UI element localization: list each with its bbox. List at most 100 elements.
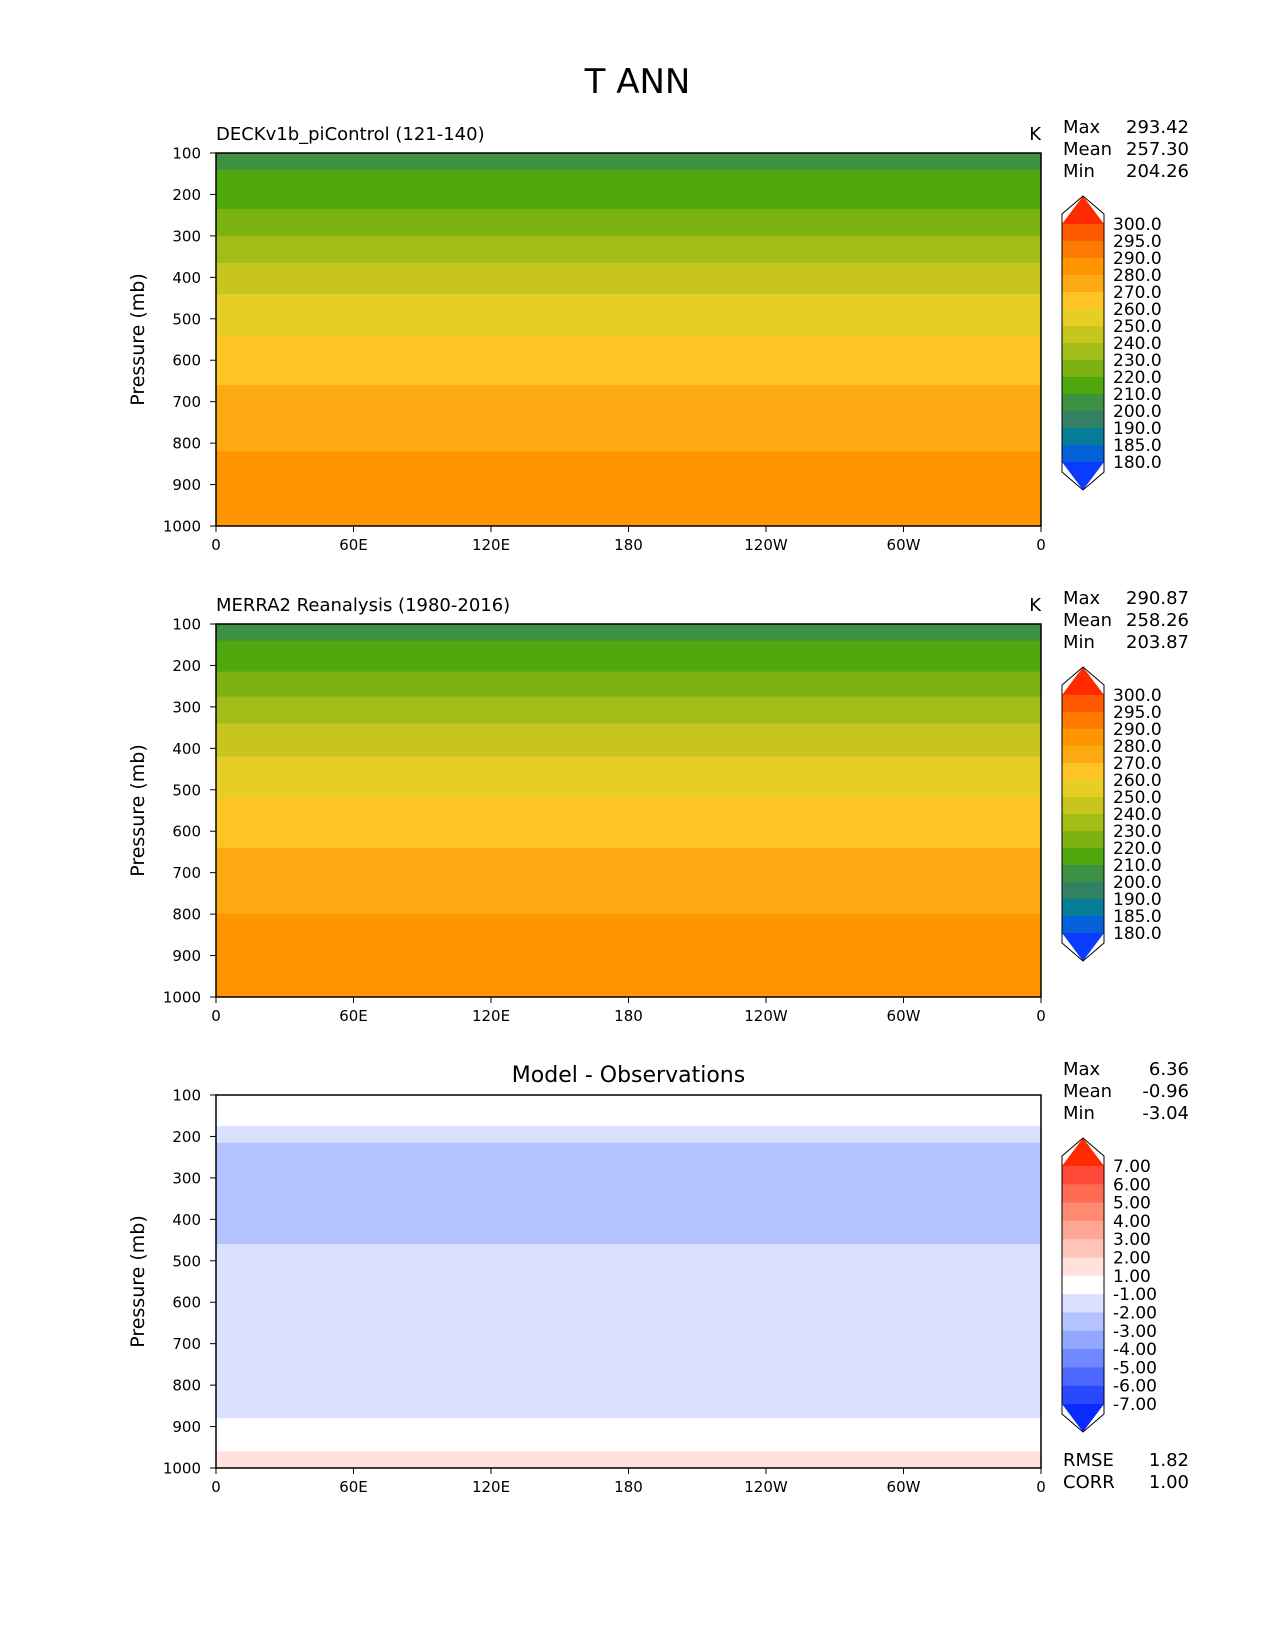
x-tick-label: 180 bbox=[614, 536, 643, 554]
colorbar-segment bbox=[1062, 916, 1104, 934]
contour-band bbox=[216, 723, 1041, 758]
y-axis-label: Pressure (mb) bbox=[127, 1215, 149, 1348]
colorbar-label: 190.0 bbox=[1113, 419, 1162, 439]
colorbar-segment bbox=[1062, 411, 1104, 429]
y-tick-label: 300 bbox=[172, 698, 201, 716]
colorbar-segment bbox=[1062, 763, 1104, 781]
stat-value: 203.87 bbox=[1126, 632, 1189, 653]
x-tick-label: 0 bbox=[1036, 536, 1046, 554]
y-tick-label: 100 bbox=[172, 145, 201, 163]
colorbar-segment bbox=[1062, 1294, 1104, 1313]
y-axis-label: Pressure (mb) bbox=[127, 744, 149, 877]
colorbar-label: 290.0 bbox=[1113, 720, 1162, 740]
x-tick-label: 0 bbox=[1036, 1478, 1046, 1496]
colorbar-extend-top bbox=[1062, 667, 1104, 695]
contour-band bbox=[216, 385, 1041, 452]
y-tick-label: 200 bbox=[172, 657, 201, 675]
colorbar-label: 210.0 bbox=[1113, 856, 1162, 876]
colorbar-segment bbox=[1062, 309, 1104, 327]
colorbar-label: 220.0 bbox=[1113, 839, 1162, 859]
y-tick-label: 800 bbox=[172, 1377, 201, 1395]
colorbar-segment bbox=[1062, 275, 1104, 293]
y-tick-label: 200 bbox=[172, 186, 201, 204]
colorbar-segment bbox=[1062, 292, 1104, 310]
colorbar-label: 200.0 bbox=[1113, 402, 1162, 422]
contour-band bbox=[216, 208, 1041, 237]
y-tick-label: 800 bbox=[172, 906, 201, 924]
x-tick-label: 0 bbox=[211, 536, 221, 554]
y-tick-label: 300 bbox=[172, 1169, 201, 1187]
contour-band bbox=[216, 1142, 1041, 1245]
colorbar-extend-top bbox=[1062, 196, 1104, 224]
x-tick-label: 60E bbox=[339, 1478, 368, 1496]
y-tick-label: 900 bbox=[172, 476, 201, 494]
x-tick-label: 60W bbox=[887, 1007, 921, 1025]
contour-band bbox=[216, 1126, 1041, 1144]
colorbar-label: -3.00 bbox=[1113, 1322, 1157, 1342]
y-tick-label: 800 bbox=[172, 435, 201, 453]
y-tick-label: 400 bbox=[172, 740, 201, 758]
colorbar-label: 1.00 bbox=[1113, 1267, 1151, 1287]
colorbar-label: 295.0 bbox=[1113, 703, 1162, 723]
colorbar-segment bbox=[1062, 865, 1104, 883]
y-tick-label: 100 bbox=[172, 1087, 201, 1105]
stat-value: 290.87 bbox=[1126, 588, 1189, 609]
colorbar-label: 240.0 bbox=[1113, 334, 1162, 354]
y-tick-label: 1000 bbox=[163, 989, 201, 1007]
contour-band bbox=[216, 169, 1041, 210]
x-tick-label: 120W bbox=[744, 1478, 788, 1496]
stat-label: RMSE bbox=[1063, 1450, 1114, 1471]
colorbar-label: 300.0 bbox=[1113, 215, 1162, 235]
colorbar-segment bbox=[1062, 882, 1104, 900]
colorbar-segment bbox=[1062, 1166, 1104, 1185]
x-tick-label: 60E bbox=[339, 1007, 368, 1025]
stat-label: Min bbox=[1063, 1103, 1095, 1124]
y-tick-label: 400 bbox=[172, 269, 201, 287]
colorbar-segment bbox=[1062, 729, 1104, 747]
colorbar-label: 185.0 bbox=[1113, 436, 1162, 456]
colorbar-segment bbox=[1062, 1349, 1104, 1368]
stat-value: 293.42 bbox=[1126, 117, 1189, 138]
x-tick-label: 0 bbox=[1036, 1007, 1046, 1025]
contour-band bbox=[216, 451, 1041, 527]
colorbar-label: -6.00 bbox=[1113, 1377, 1157, 1397]
colorbar-label: 210.0 bbox=[1113, 385, 1162, 405]
colorbar-extend-top bbox=[1062, 1138, 1104, 1166]
contour-band bbox=[216, 696, 1041, 724]
colorbar-segment bbox=[1062, 1330, 1104, 1350]
contour-band bbox=[216, 914, 1041, 998]
colorbar-label: 280.0 bbox=[1113, 266, 1162, 286]
panel-3: Model - Observations 100 200 300 400 500 600 70… bbox=[127, 1059, 1189, 1496]
colorbar-segment bbox=[1062, 899, 1104, 917]
colorbar-segment bbox=[1062, 224, 1104, 242]
y-tick-label: 500 bbox=[172, 1252, 201, 1270]
colorbar-outline bbox=[1061, 666, 1105, 962]
colorbar-label: -1.00 bbox=[1113, 1285, 1157, 1305]
contour-band bbox=[216, 262, 1041, 295]
colorbar-label: 220.0 bbox=[1113, 368, 1162, 388]
y-tick-label: 200 bbox=[172, 1128, 201, 1146]
colorbar-segment bbox=[1062, 1367, 1104, 1387]
panel-title: Model - Observations bbox=[512, 1063, 745, 1088]
colorbar-extend-bottom bbox=[1062, 1404, 1104, 1432]
contour-band bbox=[216, 335, 1041, 386]
colorbar-label: -4.00 bbox=[1113, 1340, 1157, 1360]
colorbar-label: 230.0 bbox=[1113, 822, 1162, 842]
x-tick-label: 60W bbox=[887, 1478, 921, 1496]
stat-value: -3.04 bbox=[1142, 1103, 1189, 1124]
y-tick-label: 900 bbox=[172, 1418, 201, 1436]
y-axis-label: Pressure (mb) bbox=[127, 273, 149, 406]
colorbar-segment bbox=[1062, 1239, 1104, 1258]
colorbar-label: 270.0 bbox=[1113, 283, 1162, 303]
x-tick-label: 120W bbox=[744, 1007, 788, 1025]
units-label: K bbox=[1029, 124, 1042, 145]
colorbar-segment bbox=[1062, 746, 1104, 764]
colorbar-segment bbox=[1062, 1257, 1104, 1277]
contour-band bbox=[216, 293, 1041, 336]
y-tick-label: 500 bbox=[172, 310, 201, 328]
stat-label: Max bbox=[1063, 117, 1101, 138]
colorbar-label: 180.0 bbox=[1113, 453, 1162, 473]
x-tick-label: 0 bbox=[211, 1478, 221, 1496]
stat-value: 257.30 bbox=[1126, 139, 1189, 160]
stat-value: -0.96 bbox=[1142, 1081, 1189, 1102]
